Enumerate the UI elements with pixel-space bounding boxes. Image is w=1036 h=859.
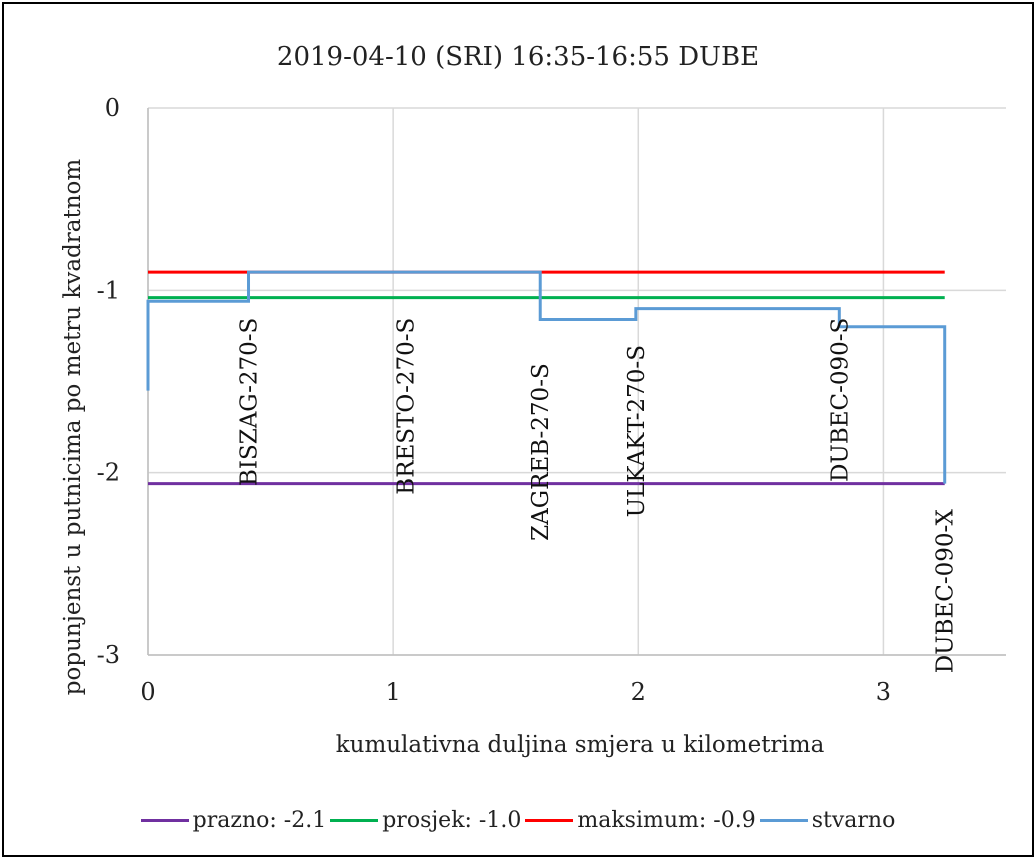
x-tick-label: 3	[876, 678, 891, 706]
axes	[147, 108, 1006, 656]
annotation-label: DUBEC-090-X	[933, 509, 959, 674]
tick-labels: 0 -1 -2 -3 0 1 2 3	[97, 94, 891, 706]
annotation-label: BISZAG-270-S	[237, 318, 263, 486]
annotation-label: ULKAKT-270-S	[624, 345, 650, 517]
legend-item: stvarno	[759, 808, 896, 833]
series-line	[146, 270, 947, 484]
y-axis-label: popunjenst u putnicima po metru kvadratn…	[60, 159, 86, 696]
legend-label: prosjek: -1.0	[382, 808, 522, 833]
y-tick-label: -1	[97, 276, 120, 304]
legend-label: stvarno	[811, 808, 896, 833]
legend-item: maksimum: -0.9	[525, 808, 756, 833]
legend-label: prazno: -2.1	[192, 808, 327, 833]
legend-swatch	[759, 819, 808, 822]
gridlines	[147, 107, 1006, 656]
legend-item: prazno: -2.1	[140, 808, 327, 833]
y-tick-label: -2	[97, 459, 120, 487]
x-axis-label: kumulativna duljina smjera u kilometrima	[336, 732, 825, 758]
annotation-label: ZAGREB-270-S	[528, 363, 554, 541]
x-tick-label: 1	[386, 678, 401, 706]
x-tick-label: 2	[631, 678, 646, 706]
x-tick-label: 0	[140, 678, 155, 706]
annotations: BISZAG-270-S BRESTO-270-S ZAGREB-270-S ULKA…	[237, 318, 959, 674]
annotation-label: BRESTO-270-S	[393, 318, 419, 495]
y-tick-label: -3	[97, 641, 120, 669]
chart-title: 2019-04-10 (SRI) 16:35-16:55 DUBE	[276, 42, 760, 72]
legend-item: prosjek: -1.0	[330, 808, 521, 833]
legend: prazno: -2.1 prosjek: -1.0 maksimum: -0.9 s…	[0, 808, 1036, 833]
legend-swatch	[140, 819, 189, 822]
y-tick-label: 0	[105, 94, 120, 122]
legend-label: maksimum: -0.9	[577, 808, 756, 833]
legend-swatch	[330, 819, 379, 822]
series-lines	[146, 270, 947, 486]
legend-swatch	[525, 819, 574, 822]
annotation-label: DUBEC-090-S	[827, 318, 853, 482]
